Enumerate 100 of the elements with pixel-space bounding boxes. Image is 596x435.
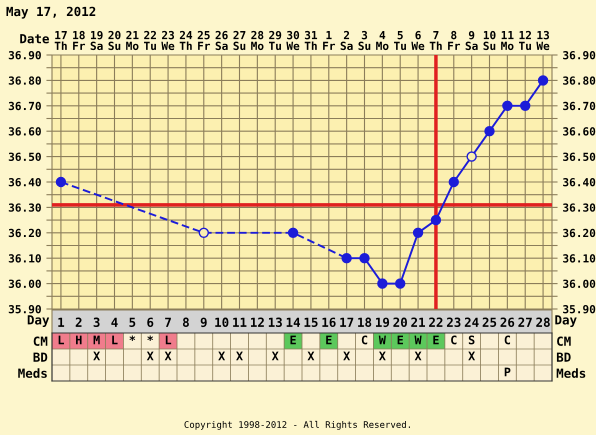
x-tick-label: 16 <box>322 318 336 328</box>
x2-tick-label: 29 Tu <box>269 30 282 50</box>
x2-tick-label: 27 Su <box>233 30 246 50</box>
text: X <box>272 352 279 360</box>
text: E <box>433 336 439 344</box>
text: M <box>94 336 100 344</box>
text: C <box>362 335 368 344</box>
x-axis-title: Day <box>28 315 50 327</box>
text: W <box>378 336 386 344</box>
text: H <box>76 336 82 344</box>
y2-tick-label: 36.30 <box>563 203 596 212</box>
y2-tick-label: CM <box>557 336 571 346</box>
y2-tick-label: 36.40 <box>563 178 596 186</box>
y2-tick-label: 36.80 <box>563 76 596 85</box>
x-tick-label: 1 <box>58 318 64 327</box>
y-tick-label: Meds <box>18 368 47 378</box>
y2-tick-label: BD <box>556 352 571 362</box>
text: E <box>326 336 332 344</box>
text: X <box>308 352 314 360</box>
y-tick-label: BD <box>34 352 48 362</box>
y-tick-label: 36.00 <box>8 280 41 288</box>
x2-tick-label: 26 Sa <box>216 30 228 50</box>
point <box>466 151 477 162</box>
x2-tick-label: 5 Tu <box>394 31 406 50</box>
point <box>502 100 513 111</box>
text: S <box>468 335 474 344</box>
x-tick-label: 17 <box>340 318 354 327</box>
x2-tick-label: 10 Su <box>484 30 496 50</box>
point <box>395 278 406 289</box>
x2-axis-title: Date <box>20 34 49 44</box>
x-tick-label: 14 <box>286 318 300 327</box>
y-tick-label: 36.10 <box>8 254 41 263</box>
x2-tick-label: 9 Sa <box>466 30 478 50</box>
text: X <box>378 352 386 360</box>
x2-tick-label: 22 Tu <box>144 30 156 50</box>
text: X <box>93 352 100 360</box>
x2-tick-label: 2 Sa <box>340 30 353 50</box>
y2-tick-label: 36.70 <box>563 102 596 110</box>
text: X <box>146 352 154 360</box>
x2-tick-label: 24 Th <box>180 30 192 50</box>
x2-tick-label: 30 We <box>286 30 300 50</box>
x-tick-label: 18 <box>358 318 372 328</box>
text: X <box>343 352 350 360</box>
x2-tick-label: 20 Su <box>108 30 121 50</box>
x-tick-label: 12 <box>250 318 264 327</box>
x-tick-label: 15 <box>304 318 318 328</box>
y-tick-label: CM <box>34 336 48 346</box>
text: X <box>414 352 422 360</box>
text: X <box>164 352 172 360</box>
chart-title: May 17, 2012 <box>6 6 96 19</box>
x-tick-label: 25 <box>482 318 496 328</box>
x2-tick-label: 19 Sa <box>90 30 103 50</box>
y-tick-label: 36.30 <box>8 203 41 212</box>
point <box>538 75 548 86</box>
text: X <box>236 352 243 360</box>
y2-tick-label: 35.90 <box>563 304 596 314</box>
point <box>430 214 442 226</box>
y-tick-label: 36.90 <box>8 50 41 60</box>
x2-tick-label: 4 Mo <box>376 31 389 50</box>
x2-tick-label: 11 Mo <box>501 31 514 50</box>
text: * <box>147 335 154 341</box>
text: E <box>398 336 403 344</box>
x-tick-label: 4 <box>111 318 118 327</box>
point <box>484 126 495 136</box>
x-tick-label: 26 <box>500 318 514 328</box>
x2-tick-label: 1 Fr <box>323 31 336 50</box>
x2-tick-label: 6 We <box>411 30 424 50</box>
x-tick-label: 23 <box>446 318 460 328</box>
x-tick-label: 22 <box>429 318 442 327</box>
point <box>341 253 352 264</box>
text: X <box>218 352 226 360</box>
y2-tick-label: 36.10 <box>563 254 596 263</box>
x-tick-label: 3 <box>94 318 100 328</box>
y2-tick-label: 36.50 <box>563 152 596 161</box>
x2-tick-label: 21 Mo <box>126 30 139 50</box>
x-tick-label: 11 <box>233 318 246 327</box>
y-tick-label: 36.20 <box>8 228 41 238</box>
y2-tick-label: 36.60 <box>563 127 596 136</box>
point <box>412 228 424 238</box>
text: C <box>504 335 510 344</box>
text: X <box>468 352 476 360</box>
point <box>377 278 388 289</box>
point <box>288 228 298 238</box>
x-tick-label: 8 <box>182 318 189 328</box>
y-tick-label: 36.60 <box>8 127 41 136</box>
y2-tick-label: Meds <box>556 368 586 378</box>
x2-tick-label: 18 Fr <box>73 30 86 50</box>
x2-tick-label: 12 Tu <box>519 30 531 50</box>
point <box>56 176 66 188</box>
y-tick-label: 36.80 <box>8 76 41 85</box>
x2-tick-label: 13 We <box>536 30 550 50</box>
x-tick-label: 19 <box>376 318 390 328</box>
y-tick-label: 35.90 <box>8 304 41 314</box>
point <box>359 253 370 264</box>
x2-tick-label: 7 Th <box>430 31 442 50</box>
x-tick-label: 6 <box>147 318 154 328</box>
y2-tick-label: 36.00 <box>563 280 596 288</box>
x-tick-label: 2 <box>76 318 82 327</box>
x2-tick-label: 25 Fr <box>198 30 210 50</box>
text: P <box>504 368 510 376</box>
